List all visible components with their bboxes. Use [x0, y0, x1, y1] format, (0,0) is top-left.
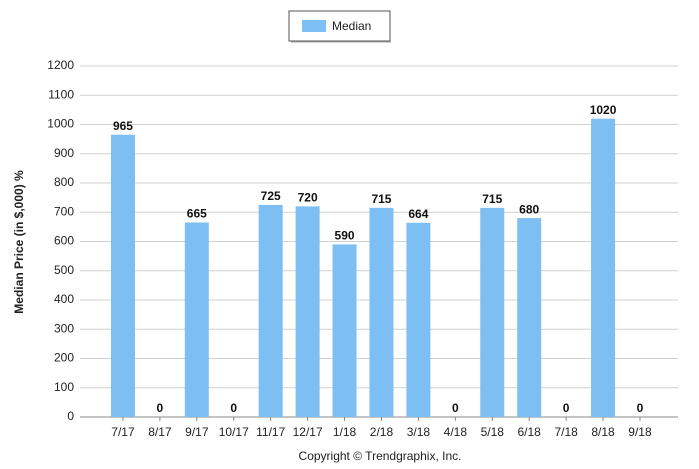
value-label: 0 — [452, 401, 459, 415]
x-tick-label: 9/17 — [185, 425, 209, 439]
value-label: 1020 — [590, 103, 617, 117]
value-label: 0 — [563, 401, 570, 415]
legend-swatch — [302, 20, 326, 32]
x-tick-label: 12/17 — [293, 425, 323, 439]
value-label: 664 — [408, 207, 428, 221]
y-tick-label: 1200 — [47, 58, 74, 72]
footer: Copyright © Trendgraphix, Inc. — [299, 449, 462, 463]
value-label: 715 — [371, 192, 391, 206]
x-tick-label: 6/18 — [518, 425, 542, 439]
y-tick-label: 400 — [54, 292, 74, 306]
value-label: 0 — [230, 401, 237, 415]
value-label: 965 — [113, 119, 133, 133]
x-tick-label: 8/17 — [148, 425, 172, 439]
value-label: 720 — [298, 191, 318, 205]
y-tick-label: 100 — [54, 380, 74, 394]
bar — [295, 206, 320, 417]
x-tick-label: 5/18 — [481, 425, 505, 439]
x-tick-label: 8/18 — [591, 425, 615, 439]
y-tick-label: 200 — [54, 351, 74, 365]
y-tick-label: 0 — [67, 409, 74, 423]
bar — [591, 118, 616, 418]
value-label: 725 — [261, 189, 281, 203]
x-tick-label: 9/18 — [628, 425, 652, 439]
value-label: 680 — [519, 202, 539, 216]
y-tick-label: 1100 — [48, 87, 74, 101]
bar — [110, 134, 135, 418]
x-tick-label: 1/18 — [333, 425, 357, 439]
value-label: 0 — [157, 401, 164, 415]
y-tick-label: 500 — [54, 263, 74, 277]
bar — [480, 207, 505, 417]
value-label: 590 — [335, 229, 355, 243]
value-label: 665 — [187, 207, 207, 221]
y-tick-label: 900 — [54, 146, 74, 160]
y-axis-label: Median Price (in $,000) % — [12, 170, 26, 314]
y-tick-label: 600 — [54, 234, 74, 248]
bar — [332, 244, 357, 417]
x-tick-label: 7/18 — [554, 425, 578, 439]
x-tick-label: 2/18 — [370, 425, 394, 439]
x-tick-label: 10/17 — [219, 425, 249, 439]
bar — [184, 222, 209, 417]
x-tick-label: 11/17 — [256, 425, 285, 439]
bar — [406, 222, 431, 417]
value-label: 0 — [637, 401, 644, 415]
value-label: 715 — [482, 192, 502, 206]
y-tick-label: 1000 — [47, 117, 74, 131]
y-tick-label: 800 — [54, 175, 74, 189]
x-tick-label: 7/17 — [111, 425, 135, 439]
bar — [517, 218, 542, 417]
x-tick-label: 3/18 — [407, 425, 431, 439]
y-tick-label: 300 — [54, 321, 74, 335]
bar — [369, 207, 394, 417]
bar — [258, 204, 283, 417]
legend-label: Median — [332, 19, 371, 33]
x-tick-label: 4/18 — [444, 425, 468, 439]
y-tick-label: 700 — [54, 204, 74, 218]
